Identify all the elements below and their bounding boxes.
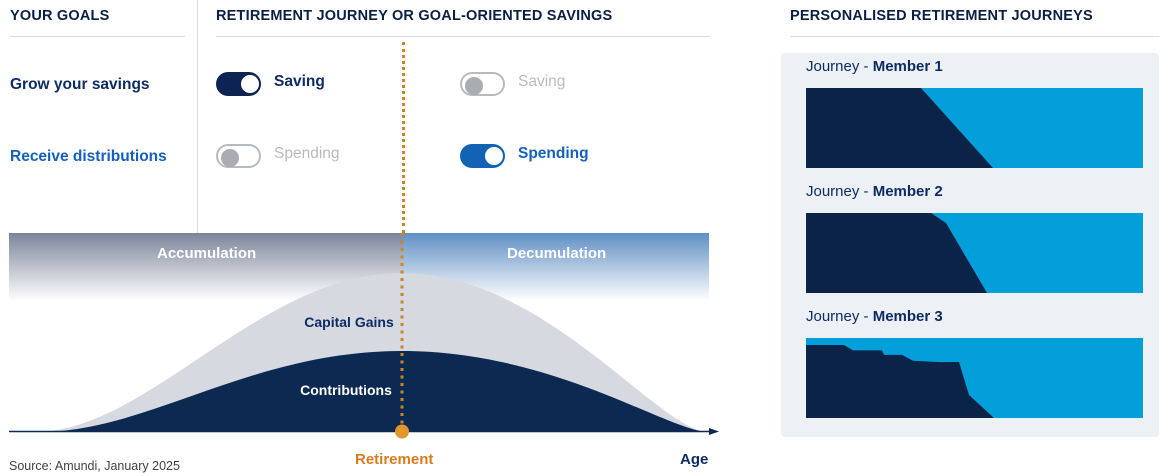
svg-text:Capital Gains: Capital Gains xyxy=(304,314,394,330)
svg-text:Contributions: Contributions xyxy=(300,382,392,398)
svg-text:Decumulation: Decumulation xyxy=(507,245,606,262)
svg-text:Accumulation: Accumulation xyxy=(157,245,256,262)
